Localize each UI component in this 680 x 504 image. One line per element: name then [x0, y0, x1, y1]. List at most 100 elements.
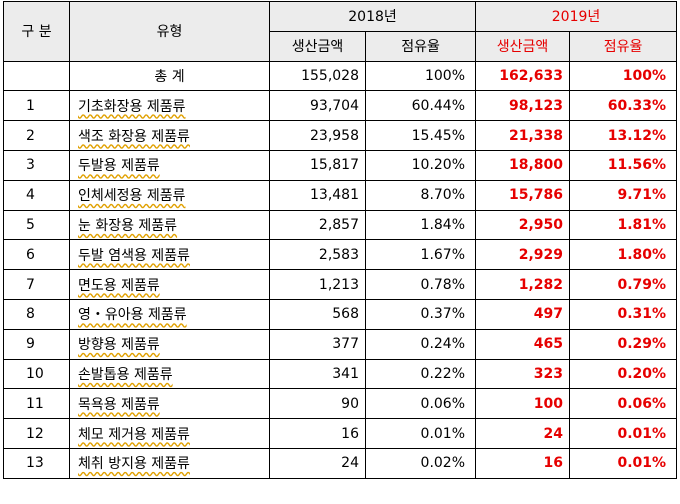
row-index: 4: [3, 179, 70, 211]
row-index: 8: [3, 298, 70, 330]
row-amount-2019: 18,800: [475, 149, 571, 181]
row-type-label: 인체세정용 제품류: [78, 188, 186, 205]
row-index: 5: [3, 209, 70, 241]
row-index: 12: [3, 418, 70, 449]
row-share-2018: 1.84%: [364, 209, 477, 241]
share-2019-header: 점유율: [569, 30, 678, 62]
row-type-name: 두발용 제품류: [69, 149, 270, 181]
row-type-name: 목욕용 제품류: [69, 388, 270, 420]
cosmetics-production-table: 구 분 유형 2018년 2019년 생산금액 점유율 생산금액 점유율 총 계…: [3, 1, 678, 479]
category-header: 구 분: [3, 1, 70, 62]
row-share-2019: 9.71%: [569, 179, 678, 211]
table-row: 10 손발톱용 제품류 341 0.22% 323 0.20%: [3, 358, 678, 390]
row-amount-2018: 2,583: [269, 239, 366, 271]
row-type-label: 체모 제거용 제품류: [78, 426, 190, 443]
row-share-2018: 8.70%: [364, 179, 477, 211]
table-body: 1 기초화장용 제품류 93,704 60.44% 98,123 60.33% 2 색조 화장…: [3, 90, 678, 479]
table-row: 12 체모 제거용 제품류 16 0.01% 24 0.01%: [3, 418, 678, 449]
row-amount-2019: 2,929: [475, 239, 571, 271]
table-row: 1 기초화장용 제품류 93,704 60.44% 98,123 60.33%: [3, 90, 678, 122]
row-type-name: 체모 제거용 제품류: [69, 418, 270, 449]
row-type-name: 기초화장용 제품류: [69, 90, 270, 122]
row-type-name: 면도용 제품류: [69, 269, 270, 300]
row-type-label: 기초화장용 제품류: [78, 98, 186, 115]
row-index: 6: [3, 239, 70, 271]
row-type-name: 방향용 제품류: [69, 328, 270, 360]
row-amount-2019: 24: [475, 418, 571, 449]
row-amount-2019: 1,282: [475, 269, 571, 300]
row-share-2019: 0.06%: [569, 388, 678, 420]
table-row: 9 방향용 제품류 377 0.24% 465 0.29%: [3, 328, 678, 360]
row-amount-2019: 2,950: [475, 209, 571, 241]
row-amount-2019: 323: [475, 358, 571, 390]
row-amount-2018: 377: [269, 328, 366, 360]
row-amount-2019: 16: [475, 447, 571, 479]
row-amount-2018: 24: [269, 447, 366, 479]
row-index: 11: [3, 388, 70, 420]
row-share-2019: 1.81%: [569, 209, 678, 241]
total-index-cell: [3, 60, 70, 92]
row-amount-2019: 465: [475, 328, 571, 360]
year-2019-header: 2019년: [475, 1, 678, 32]
row-amount-2019: 15,786: [475, 179, 571, 211]
row-share-2019: 0.29%: [569, 328, 678, 360]
row-amount-2018: 13,481: [269, 179, 366, 211]
row-share-2018: 15.45%: [364, 120, 477, 151]
row-type-name: 인체세정용 제품류: [69, 179, 270, 211]
row-index: 7: [3, 269, 70, 300]
row-share-2019: 1.80%: [569, 239, 678, 271]
row-share-2019: 60.33%: [569, 90, 678, 122]
header-row-1: 구 분 유형 2018년 2019년: [3, 1, 678, 62]
row-share-2019: 13.12%: [569, 120, 678, 151]
row-type-label: 색조 화장용 제품류: [78, 128, 190, 145]
row-amount-2019: 497: [475, 298, 571, 330]
total-row: 총 계 155,028 100% 162,633 100%: [3, 60, 678, 92]
row-type-label: 두발 염색용 제품류: [78, 247, 190, 264]
row-share-2019: 0.01%: [569, 447, 678, 479]
table-row: 5 눈 화장용 제품류 2,857 1.84% 2,950 1.81%: [3, 209, 678, 241]
row-amount-2019: 100: [475, 388, 571, 420]
row-index: 13: [3, 447, 70, 479]
row-share-2019: 0.20%: [569, 358, 678, 390]
row-type-label: 눈 화장용 제품류: [78, 217, 178, 234]
row-index: 1: [3, 90, 70, 122]
row-amount-2019: 98,123: [475, 90, 571, 122]
row-index: 3: [3, 149, 70, 181]
row-amount-2018: 23,958: [269, 120, 366, 151]
share-2018-header: 점유율: [364, 30, 477, 62]
row-type-label: 두발용 제품류: [78, 158, 160, 175]
row-index: 2: [3, 120, 70, 151]
table-row: 11 목욕용 제품류 90 0.06% 100 0.06%: [3, 388, 678, 420]
row-amount-2018: 93,704: [269, 90, 366, 122]
row-type-label: 영・유아용 제품류: [78, 307, 187, 324]
row-share-2018: 0.24%: [364, 328, 477, 360]
row-share-2018: 1.67%: [364, 239, 477, 271]
row-share-2019: 0.01%: [569, 418, 678, 449]
row-amount-2018: 16: [269, 418, 366, 449]
table-row: 3 두발용 제품류 15,817 10.20% 18,800 11.56%: [3, 149, 678, 181]
production-amount-2019-header: 생산금액: [475, 30, 571, 62]
row-share-2018: 10.20%: [364, 149, 477, 181]
table-row: 13 체취 방지용 제품류 24 0.02% 16 0.01%: [3, 447, 678, 479]
row-share-2018: 0.37%: [364, 298, 477, 330]
table-row: 4 인체세정용 제품류 13,481 8.70% 15,786 9.71%: [3, 179, 678, 211]
row-share-2019: 0.79%: [569, 269, 678, 300]
row-type-name: 두발 염색용 제품류: [69, 239, 270, 271]
table-row: 7 면도용 제품류 1,213 0.78% 1,282 0.79%: [3, 269, 678, 300]
total-amount-2018: 155,028: [269, 60, 366, 92]
table-row: 8 영・유아용 제품류 568 0.37% 497 0.31%: [3, 298, 678, 330]
row-index: 9: [3, 328, 70, 360]
table-row: 2 색조 화장용 제품류 23,958 15.45% 21,338 13.12%: [3, 120, 678, 151]
row-type-name: 손발톱용 제품류: [69, 358, 270, 390]
row-type-label: 방향용 제품류: [78, 337, 160, 354]
row-amount-2018: 1,213: [269, 269, 366, 300]
row-share-2018: 0.06%: [364, 388, 477, 420]
type-header: 유형: [69, 1, 270, 62]
row-type-name: 색조 화장용 제품류: [69, 120, 270, 151]
row-type-name: 눈 화장용 제품류: [69, 209, 270, 241]
total-share-2019: 100%: [569, 60, 678, 92]
row-type-name: 영・유아용 제품류: [69, 298, 270, 330]
table-row: 6 두발 염색용 제품류 2,583 1.67% 2,929 1.80%: [3, 239, 678, 271]
row-type-name: 체취 방지용 제품류: [69, 447, 270, 479]
total-amount-2019: 162,633: [475, 60, 571, 92]
